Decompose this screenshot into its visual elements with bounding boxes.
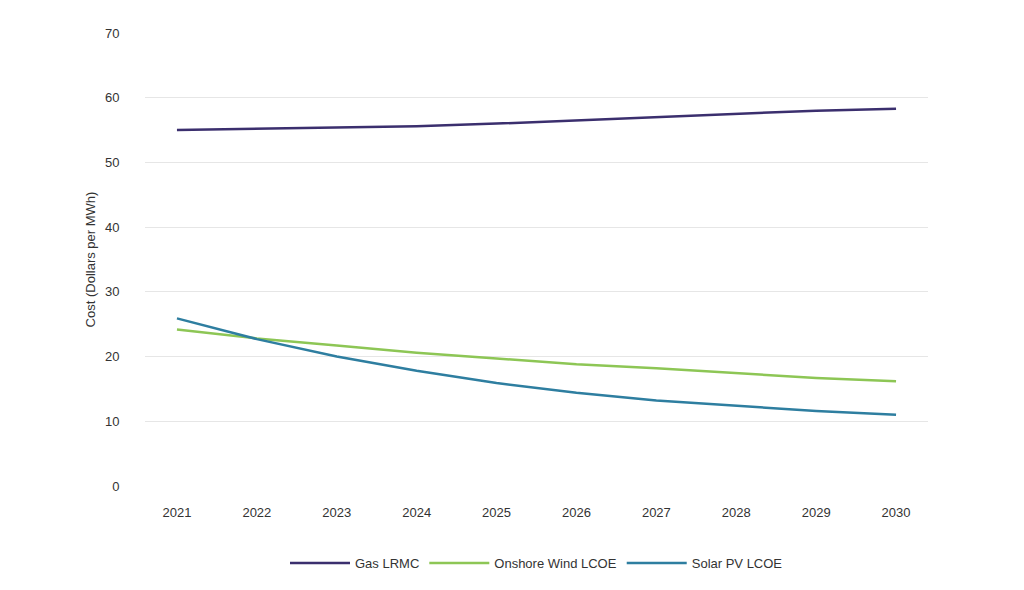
svg-text:60: 60	[105, 90, 119, 105]
svg-text:2027: 2027	[642, 505, 671, 520]
svg-text:50: 50	[105, 155, 119, 170]
svg-text:70: 70	[105, 26, 119, 41]
svg-text:2024: 2024	[402, 505, 431, 520]
svg-text:2023: 2023	[322, 505, 351, 520]
svg-text:Solar PV LCOE: Solar PV LCOE	[692, 556, 783, 571]
svg-text:2025: 2025	[482, 505, 511, 520]
svg-text:Gas LRMC: Gas LRMC	[355, 556, 419, 571]
svg-text:2030: 2030	[882, 505, 911, 520]
svg-text:40: 40	[105, 220, 119, 235]
svg-text:0: 0	[112, 479, 119, 494]
svg-text:10: 10	[105, 414, 119, 429]
svg-text:30: 30	[105, 284, 119, 299]
svg-text:Onshore Wind LCOE: Onshore Wind LCOE	[494, 556, 616, 571]
svg-text:2026: 2026	[562, 505, 591, 520]
svg-text:2022: 2022	[242, 505, 271, 520]
svg-text:2021: 2021	[162, 505, 191, 520]
svg-text:2028: 2028	[722, 505, 751, 520]
svg-text:20: 20	[105, 349, 119, 364]
svg-text:Cost (Dollars per MWh): Cost (Dollars per MWh)	[83, 192, 98, 328]
svg-text:2029: 2029	[802, 505, 831, 520]
